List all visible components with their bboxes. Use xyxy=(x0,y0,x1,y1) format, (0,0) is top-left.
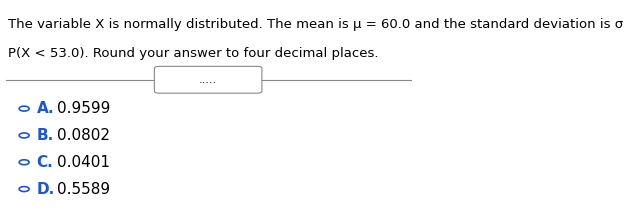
Text: 0.5589: 0.5589 xyxy=(57,182,111,196)
Text: .....: ..... xyxy=(199,75,217,85)
Circle shape xyxy=(19,187,29,191)
Text: 0.9599: 0.9599 xyxy=(57,101,111,116)
Text: P(X < 53.0). Round your answer to four decimal places.: P(X < 53.0). Round your answer to four d… xyxy=(8,47,378,60)
Text: 0.0401: 0.0401 xyxy=(57,155,110,170)
Text: B.: B. xyxy=(36,128,54,143)
Circle shape xyxy=(19,160,29,165)
Text: D.: D. xyxy=(36,182,55,196)
Text: A.: A. xyxy=(36,101,54,116)
Circle shape xyxy=(19,133,29,138)
Text: 0.0802: 0.0802 xyxy=(57,128,110,143)
Circle shape xyxy=(19,106,29,111)
Text: C.: C. xyxy=(36,155,53,170)
Text: The variable X is normally distributed. The mean is μ = 60.0 and the standard de: The variable X is normally distributed. … xyxy=(8,18,628,31)
FancyBboxPatch shape xyxy=(154,66,262,93)
